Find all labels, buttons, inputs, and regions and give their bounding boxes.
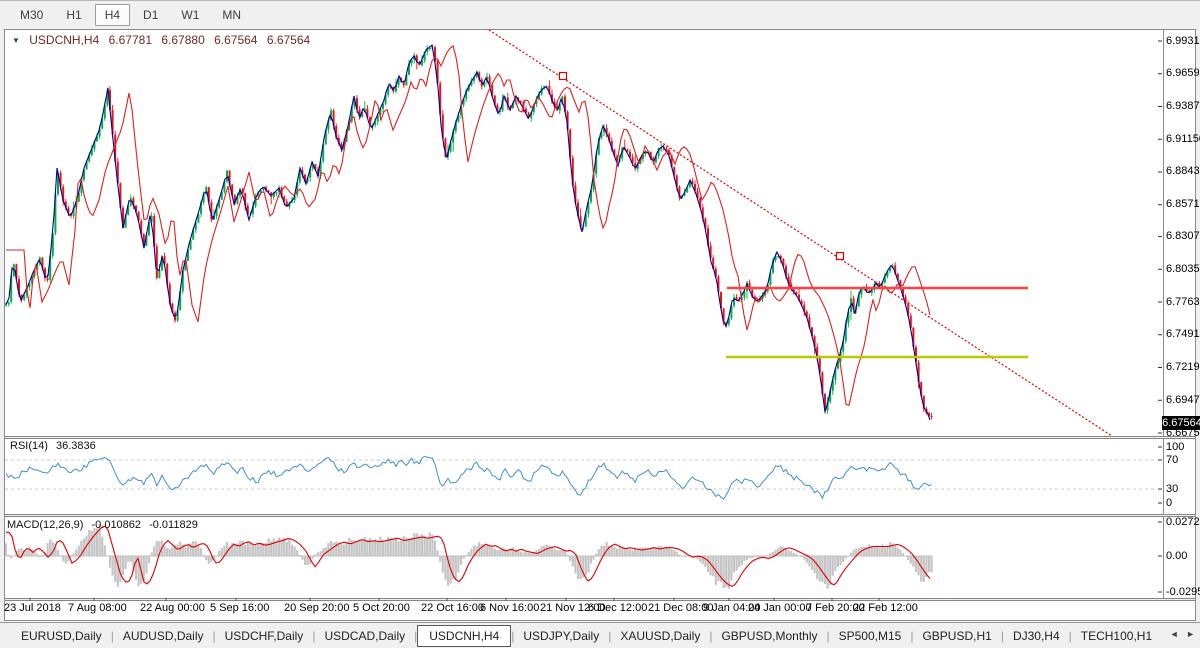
time-axis-label: 22 Feb 12:00: [853, 602, 918, 614]
price-axis-scale[interactable]: [1163, 29, 1200, 598]
tab-separator: |: [910, 628, 914, 643]
chart-tab-usdjpy-daily[interactable]: USDJPY,Daily: [523, 628, 600, 643]
timeframe-button-h1[interactable]: H1: [66, 7, 82, 22]
price-axis-label: 6.96590: [1166, 67, 1200, 80]
tab-separator: |: [1068, 628, 1072, 643]
chart-tab-sp500-m15[interactable]: SP500,M15: [838, 628, 902, 643]
chart-title: ▼ USDCNH,H4 6.67781 6.67880 6.67564 6.67…: [12, 33, 316, 47]
current-price-tag: 6.67564: [1162, 416, 1200, 431]
tab-scroll-arrows: ◄ ►: [1165, 629, 1195, 639]
main-chart-plot-area[interactable]: [4, 29, 1158, 436]
price-axis-label: 6.85710: [1166, 198, 1200, 211]
price-axis-line: [1163, 30, 1164, 599]
macd-axis-label: -0.029558: [1166, 585, 1200, 598]
time-axis-label: 9 Jan 04:00: [703, 602, 761, 614]
rsi-axis-label: 30: [1166, 482, 1179, 495]
price-axis-label: 6.91150: [1166, 132, 1200, 145]
price-axis-label: 6.80350: [1166, 262, 1200, 275]
chart-tab-gbpusd-h1[interactable]: GBPUSD,H1: [922, 628, 992, 643]
chart-tab-bar: EURUSD,Daily | AUDUSD,Daily | USDCHF,Daily | U…: [0, 622, 1200, 648]
tab-scroll-left-icon[interactable]: ◄: [1169, 629, 1179, 639]
rsi-axis-label: 0: [1166, 496, 1173, 509]
time-axis-label: 22 Aug 00:00: [140, 602, 205, 614]
time-axis-label: 6 Nov 16:00: [480, 602, 540, 614]
chart-tab-xauusd-daily[interactable]: XAUUSD,Daily: [620, 628, 701, 643]
time-axis-label: 21 Dec 08:00: [648, 602, 714, 614]
time-axis-label: 24 Jan 00:00: [748, 602, 812, 614]
rsi-value: 36.3836: [55, 440, 96, 452]
chart-tab-gbpusd-monthly[interactable]: GBPUSD,Monthly: [721, 628, 818, 643]
chart-tab-usdcad-daily[interactable]: USDCAD,Daily: [324, 628, 406, 643]
chart-tab-tech100-h1[interactable]: TECH100,H1: [1080, 628, 1153, 643]
price-axis-label: 6.99310: [1166, 34, 1200, 47]
time-axis-label: 5 Sep 16:00: [210, 602, 270, 614]
chart-tab-eurusd-daily[interactable]: EURUSD,Daily: [21, 628, 102, 643]
tab-separator: |: [212, 628, 216, 643]
time-axis-splitter: [5, 598, 1195, 601]
chart-tab-usdchf-daily[interactable]: USDCHF,Daily: [224, 628, 304, 643]
time-axis-label: 23 Jul 2018: [4, 602, 61, 614]
price-axis-label: 6.77630: [1166, 295, 1200, 308]
tab-separator: |: [511, 628, 515, 643]
chart-tab-dj30-h4[interactable]: DJ30,H4: [1012, 628, 1060, 643]
timeframe-button-d1[interactable]: D1: [143, 7, 159, 22]
rsi-name: RSI(14): [10, 440, 48, 452]
timeframe-button-w1[interactable]: W1: [181, 7, 200, 22]
macd-signal-value: -0.011829: [149, 519, 198, 531]
symbol-label: USDCNH,H4: [29, 33, 100, 47]
open-value: 6.67781: [108, 33, 153, 47]
tab-separator: |: [312, 628, 316, 643]
price-axis-label: 6.72190: [1166, 361, 1200, 373]
rsi-label: RSI(14) 36.3836: [10, 440, 101, 452]
tab-separator: |: [110, 628, 114, 643]
timeframe-button-mn[interactable]: MN: [222, 7, 242, 22]
time-axis-label: 5 Oct 20:00: [353, 602, 410, 614]
timeframe-toolbar: M30 H1 H4 D1 W1 MN: [0, 0, 1200, 28]
tab-separator: |: [414, 628, 418, 643]
chart-tab-usdcnh-h4[interactable]: USDCNH,H4: [417, 624, 512, 647]
macd-axis-label: 0.027219: [1166, 515, 1200, 528]
macd-panel-splitter[interactable]: [5, 514, 1195, 517]
time-axis-label: 21 Nov 12:00: [540, 602, 606, 614]
rsi-axis-label: 100: [1166, 440, 1185, 453]
price-axis-label: 6.88430: [1166, 165, 1200, 178]
symbol-dropdown-icon[interactable]: ▼: [12, 36, 20, 45]
low-value: 6.67564: [214, 33, 258, 47]
tab-separator: |: [826, 628, 830, 643]
tab-scroll-right-icon[interactable]: ►: [1186, 629, 1195, 639]
macd-name: MACD(12,26,9): [7, 519, 84, 531]
tab-separator: |: [608, 628, 612, 643]
high-value: 6.67880: [161, 33, 205, 47]
tab-separator: |: [1000, 628, 1004, 643]
macd-axis-label: 0.00: [1166, 549, 1188, 562]
rsi-indicator-plot-area[interactable]: [4, 438, 1158, 513]
price-axis-label: 6.93870: [1166, 99, 1200, 112]
price-axis-label: 6.74910: [1166, 328, 1200, 341]
rsi-axis-label: 70: [1166, 453, 1179, 466]
price-axis-label: 6.83070: [1166, 230, 1200, 243]
time-axis-label: 22 Oct 16:00: [421, 602, 484, 614]
time-axis-label: 6 Dec 12:00: [588, 602, 648, 614]
tab-separator: |: [709, 628, 713, 643]
chart-tab-audusd-daily[interactable]: AUDUSD,Daily: [122, 628, 204, 643]
time-axis-label: 7 Feb 20:00: [806, 602, 865, 614]
price-axis-label: 6.69470: [1166, 393, 1200, 406]
macd-label: MACD(12,26,9) -0.010862 -0.011829: [7, 519, 203, 531]
time-axis-label: 7 Aug 08:00: [68, 602, 127, 614]
timeframe-button-m30[interactable]: M30: [20, 7, 44, 22]
time-axis-label: 20 Sep 20:00: [284, 602, 350, 614]
macd-main-value: -0.010862: [91, 519, 142, 531]
close-value: 6.67564: [266, 33, 311, 47]
timeframe-button-h4[interactable]: H4: [94, 3, 131, 26]
